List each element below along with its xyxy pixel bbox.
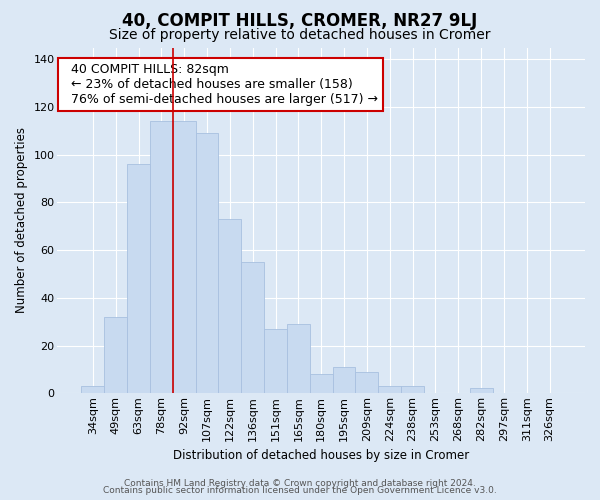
Bar	[470, 388, 493, 394]
Text: Contains public sector information licensed under the Open Government Licence v3: Contains public sector information licen…	[103, 486, 497, 495]
Text: Contains HM Land Registry data © Crown copyright and database right 2024.: Contains HM Land Registry data © Crown c…	[124, 478, 476, 488]
Y-axis label: Number of detached properties: Number of detached properties	[15, 128, 28, 314]
Text: 40, COMPIT HILLS, CROMER, NR27 9LJ: 40, COMPIT HILLS, CROMER, NR27 9LJ	[122, 12, 478, 30]
Text: Size of property relative to detached houses in Cromer: Size of property relative to detached ho…	[109, 28, 491, 42]
Bar	[401, 386, 424, 394]
Bar	[379, 386, 401, 394]
Bar	[82, 386, 104, 394]
Bar	[287, 324, 310, 394]
Bar	[264, 329, 287, 394]
Text: 40 COMPIT HILLS: 82sqm
  ← 23% of detached houses are smaller (158)
  76% of sem: 40 COMPIT HILLS: 82sqm ← 23% of detached…	[63, 63, 378, 106]
Bar	[196, 134, 218, 394]
Bar	[355, 372, 379, 394]
Bar	[104, 317, 127, 394]
Bar	[150, 122, 173, 394]
Bar	[173, 122, 196, 394]
Bar	[127, 164, 150, 394]
Bar	[310, 374, 332, 394]
Bar	[332, 367, 355, 394]
Bar	[218, 219, 241, 394]
X-axis label: Distribution of detached houses by size in Cromer: Distribution of detached houses by size …	[173, 450, 469, 462]
Bar	[241, 262, 264, 394]
